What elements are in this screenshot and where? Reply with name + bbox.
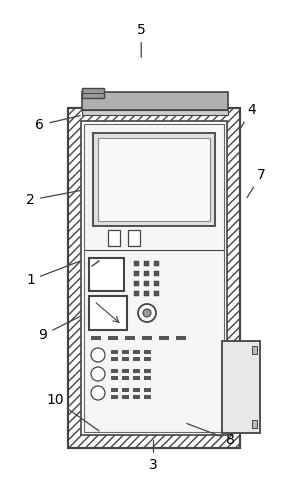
Bar <box>68 108 240 448</box>
Bar <box>111 376 118 380</box>
Bar <box>84 124 224 432</box>
Bar <box>122 357 129 361</box>
Bar <box>81 121 227 435</box>
Bar <box>222 341 260 433</box>
Bar <box>144 388 151 392</box>
Bar <box>134 271 139 276</box>
Bar <box>68 108 240 448</box>
Bar <box>252 346 257 354</box>
Circle shape <box>138 304 156 322</box>
Bar <box>176 336 186 340</box>
Bar <box>252 420 257 428</box>
Text: 6: 6 <box>36 116 80 132</box>
Circle shape <box>91 348 105 362</box>
Bar <box>108 230 120 246</box>
Bar <box>144 261 149 266</box>
Bar <box>89 258 124 291</box>
Bar <box>144 357 151 361</box>
Bar <box>154 271 159 276</box>
Bar <box>154 281 159 286</box>
Bar <box>142 336 152 340</box>
Bar <box>144 395 151 399</box>
Bar <box>154 291 159 296</box>
Bar <box>134 281 139 286</box>
Bar <box>82 92 228 110</box>
Text: 10: 10 <box>46 393 99 431</box>
Bar <box>122 369 129 373</box>
Bar <box>144 350 151 354</box>
Bar <box>122 350 129 354</box>
Bar <box>98 138 210 221</box>
Bar <box>133 395 140 399</box>
Bar <box>122 395 129 399</box>
Text: 4: 4 <box>241 103 256 128</box>
Bar <box>134 261 139 266</box>
Bar <box>144 376 151 380</box>
Circle shape <box>91 367 105 381</box>
Bar <box>133 350 140 354</box>
Bar <box>82 110 228 115</box>
Bar <box>111 369 118 373</box>
Bar <box>133 376 140 380</box>
Bar <box>82 88 104 98</box>
Bar <box>144 291 149 296</box>
Bar <box>133 369 140 373</box>
Text: 3: 3 <box>149 440 158 472</box>
Bar <box>108 336 118 340</box>
Text: 8: 8 <box>187 424 235 447</box>
Text: 1: 1 <box>26 261 80 287</box>
Bar <box>144 271 149 276</box>
Bar <box>122 376 129 380</box>
Text: 7: 7 <box>247 168 265 198</box>
Bar <box>154 261 159 266</box>
Bar <box>91 336 101 340</box>
Circle shape <box>91 386 105 400</box>
Text: 2: 2 <box>26 190 80 207</box>
Bar <box>144 369 151 373</box>
Text: 9: 9 <box>39 316 80 342</box>
Bar <box>144 281 149 286</box>
Circle shape <box>143 309 151 317</box>
Bar <box>134 291 139 296</box>
Bar <box>111 350 118 354</box>
Bar <box>93 133 215 226</box>
Text: 5: 5 <box>137 23 146 57</box>
Bar <box>133 357 140 361</box>
Bar <box>133 388 140 392</box>
Bar <box>122 388 129 392</box>
Bar <box>128 230 140 246</box>
Bar <box>111 388 118 392</box>
Bar <box>111 357 118 361</box>
Bar <box>159 336 169 340</box>
Bar <box>125 336 135 340</box>
Bar <box>89 296 127 330</box>
Bar <box>111 395 118 399</box>
